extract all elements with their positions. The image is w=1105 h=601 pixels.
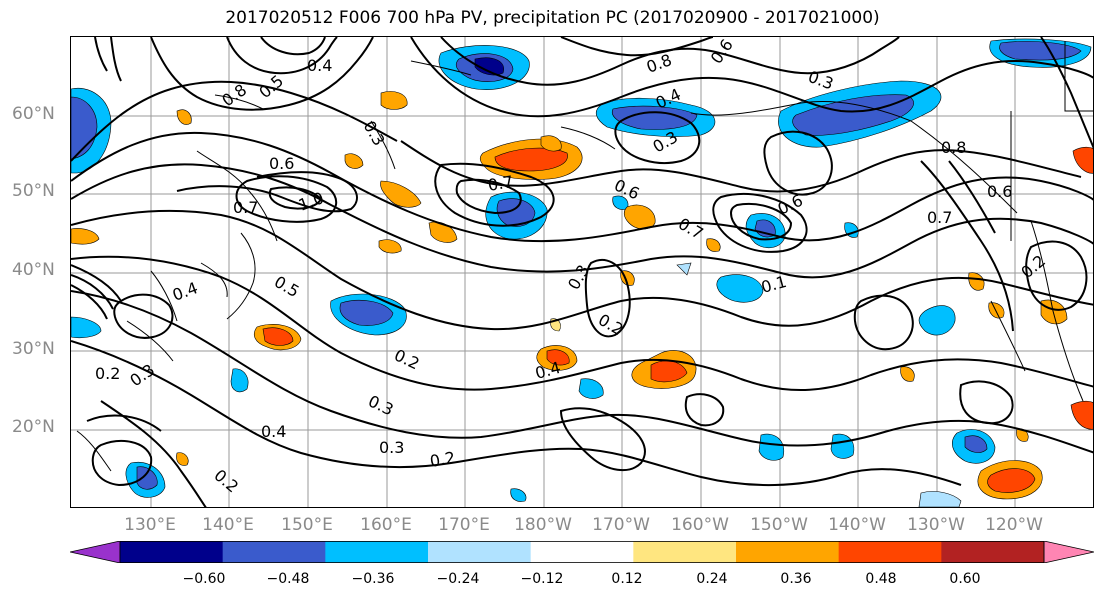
colorbar-tick: −0.12 [520,571,564,587]
colorbar [70,541,1094,563]
colorbar-segment [838,541,942,563]
colorbar-segment [941,541,1045,563]
figure-title: 2017020512 F006 700 hPa PV, precipitatio… [225,8,880,28]
contour-label: 0.4 [261,422,286,441]
contour-label: 0.7 [486,172,514,195]
lat-label-50n: 50°N [12,181,55,201]
contour-label: 0.6 [269,154,294,173]
contour-label: 0.6 [707,37,737,67]
contour-label: 0.7 [927,208,952,227]
colorbar-tick: −0.48 [266,571,310,587]
lon-label-150e: 150°E [281,515,333,535]
lon-label-180w: 180°W [514,515,572,535]
colorbar-tick: −0.36 [351,571,395,587]
map-panel: 0.4 0.8 0.5 0.6 0.7 1.0 0.3 0.2 0.5 0.4 … [70,36,1094,508]
lon-label-160w: 160°W [671,515,729,535]
lon-label-130e: 130°E [124,515,176,535]
contour-label: 0.2 [210,466,242,497]
contour-label: 0.2 [1017,251,1049,282]
contour-label: 0.4 [170,278,200,305]
colorbar-segment [736,541,840,563]
colorbar-tick: −0.60 [182,571,226,587]
colorbar-tick: 0.60 [949,571,981,587]
colorbar-segment [325,541,429,563]
lat-label-60n: 60°N [12,104,55,124]
lat-label-40n: 40°N [12,260,55,280]
lat-label-30n: 30°N [12,339,55,359]
colorbar-segment [530,541,634,563]
colorbar-tick: 0.12 [611,571,643,587]
map-canvas: 0.4 0.8 0.5 0.6 0.7 1.0 0.3 0.2 0.5 0.4 … [71,37,1093,507]
contour-label: 0.1 [759,272,789,297]
precip-positive-areas [71,91,1093,500]
lon-label-170e: 170°E [438,515,490,535]
colorbar-extend-low [70,541,121,563]
contour-label: 0.2 [95,364,120,383]
lon-label-120w: 120°W [985,515,1043,535]
contour-label: 0.7 [233,198,258,217]
lon-label-130w: 130°W [907,515,965,535]
colorbar-tick: 0.48 [865,571,897,587]
lat-label-20n: 20°N [12,417,55,437]
contour-label: 0.2 [428,448,456,471]
colorbar-outline [119,541,1045,563]
lon-label-150w: 150°W [750,515,808,535]
colorbar-tick: 0.24 [696,571,728,587]
colorbar-segment [428,541,532,563]
colorbar-segment [120,541,224,563]
colorbar-segment [222,541,326,563]
contour-label: 0.5 [255,71,287,102]
lon-label-140e: 140°E [202,515,254,535]
colorbar-tick: −0.24 [436,571,480,587]
pv-contours [71,37,1093,507]
colorbar-tick: 0.36 [780,571,812,587]
lon-label-170w: 170°W [592,515,650,535]
contour-label: 0.4 [307,56,332,75]
lon-label-160e: 160°E [360,515,412,535]
contour-label: 0.8 [941,138,966,157]
contour-label: 0.6 [987,182,1012,201]
colorbar-segment [633,541,737,563]
contour-label: 0.3 [379,438,404,457]
contour-label: 0.7 [675,214,707,243]
contour-label: 0.2 [391,345,422,373]
contour-label: 0.3 [365,391,396,419]
colorbar-extend-high [1043,541,1094,563]
lon-label-140w: 140°W [828,515,886,535]
colorbar-segments [70,541,1094,563]
contour-label: 0.5 [271,272,303,301]
